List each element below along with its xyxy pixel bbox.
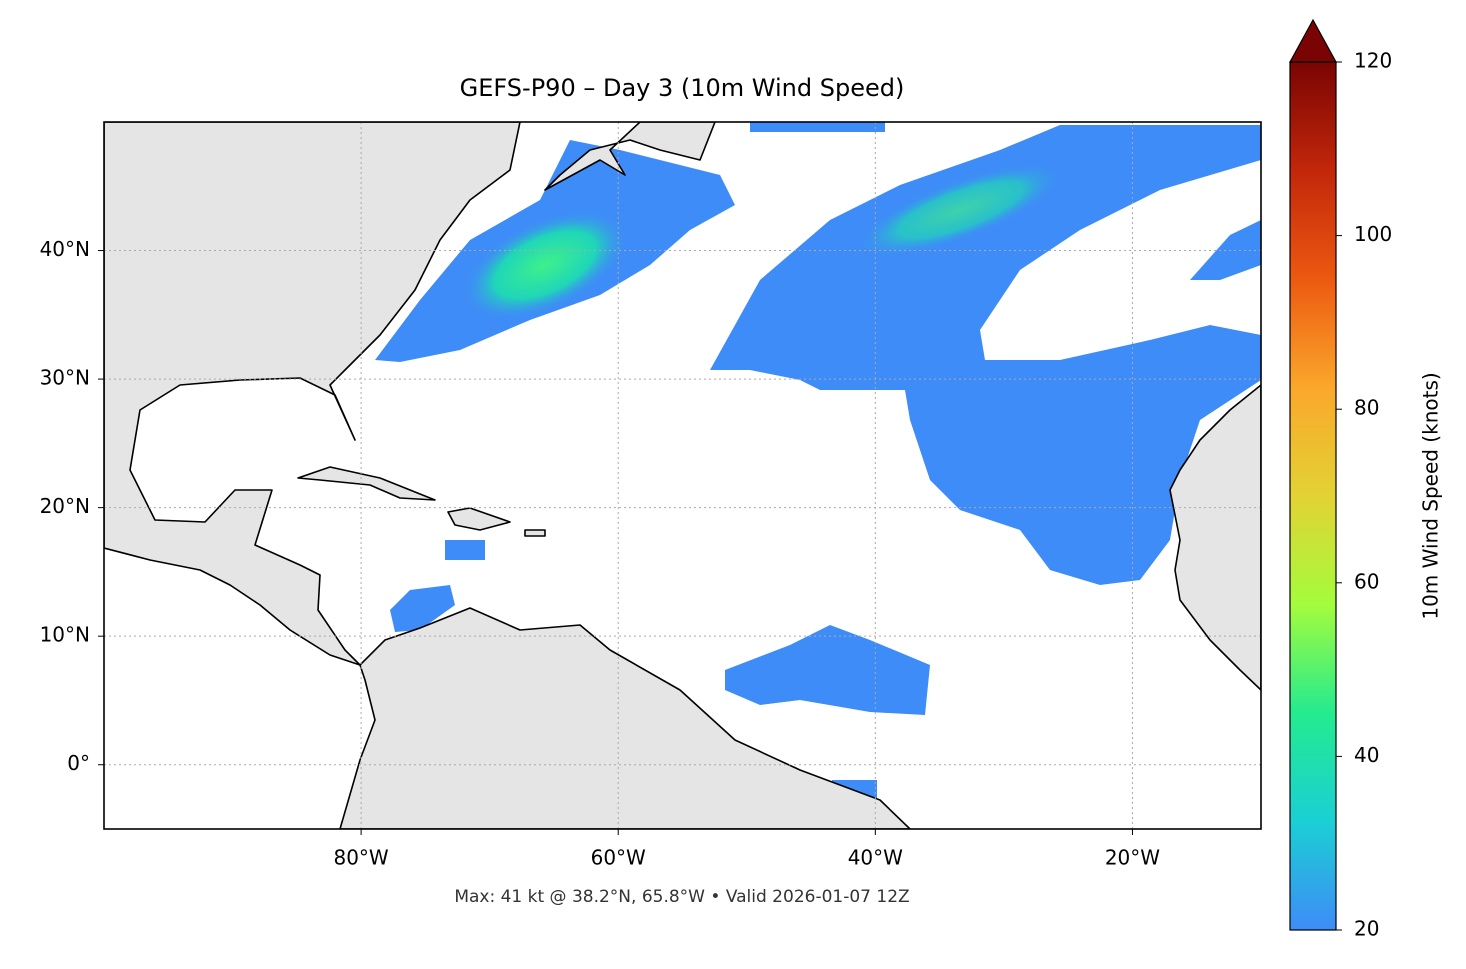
colorbar-tick-label: 100 — [1354, 222, 1392, 246]
y-tick-label: 10°N — [40, 623, 90, 647]
colorbar-extend — [1288, 18, 1338, 63]
y-tick-label: 30°N — [40, 366, 90, 390]
colorbar-tick-label: 40 — [1354, 743, 1379, 767]
colorbar — [1289, 61, 1337, 931]
y-tick-label: 40°N — [40, 237, 90, 261]
map-area — [104, 122, 1261, 829]
colorbar-tick-label: 20 — [1354, 917, 1379, 941]
x-tick-label: 80°W — [333, 846, 388, 870]
x-tick-label: 20°W — [1105, 846, 1160, 870]
colorbar-tick-label: 60 — [1354, 569, 1379, 593]
x-tick-label: 40°W — [848, 846, 903, 870]
y-tick-label: 0° — [67, 751, 90, 775]
x-tick-label: 60°W — [591, 846, 646, 870]
axes-frame — [103, 121, 1262, 830]
colorbar-tick-label: 120 — [1354, 49, 1392, 73]
colorbar-tick-label: 80 — [1354, 396, 1379, 420]
chart-title: GEFS-P90 – Day 3 (10m Wind Speed) — [460, 74, 905, 102]
annotation: Max: 41 kt @ 38.2°N, 65.8°W • Valid 2026… — [454, 887, 909, 907]
colorbar-label: 10m Wind Speed (knots) — [1419, 372, 1443, 619]
y-tick-label: 20°N — [40, 494, 90, 518]
land — [104, 122, 1261, 829]
